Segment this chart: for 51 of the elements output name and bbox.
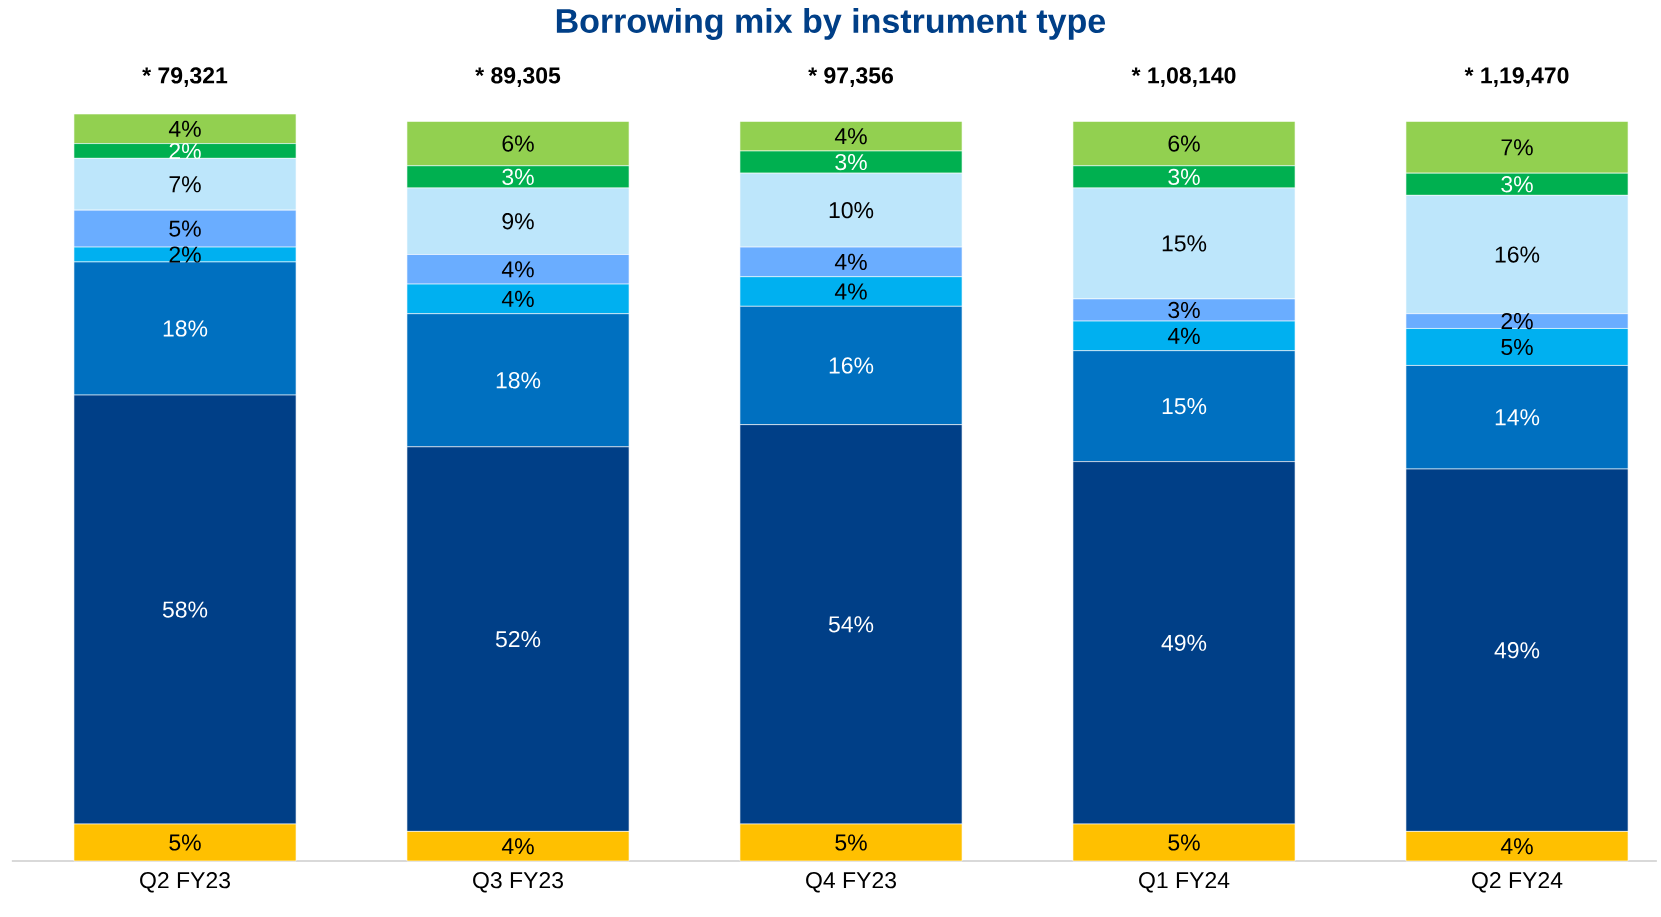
data-label: 3% (1168, 168, 1200, 185)
data-label: 4% (834, 128, 867, 145)
data-label: 2% (1501, 312, 1533, 330)
data-label: 6% (1168, 135, 1200, 152)
data-label: 4% (1500, 838, 1533, 855)
data-label: 3% (835, 153, 867, 171)
data-label: 16% (829, 357, 874, 374)
data-label: 5% (835, 834, 867, 851)
data-label: 54% (828, 616, 874, 633)
data-label: 4% (1167, 327, 1200, 344)
text: * 97,356 (808, 67, 893, 87)
data-label: 9% (502, 213, 534, 230)
data-label: 52% (495, 630, 541, 648)
data-label: 18% (496, 372, 541, 389)
data-label: 49% (1161, 634, 1207, 651)
data-label: 10% (829, 202, 874, 219)
data-label: 16% (1495, 246, 1540, 263)
data-label: 4% (501, 261, 534, 278)
data-label: 4% (501, 290, 534, 307)
x-tick-label: Q1 FY24 (1139, 872, 1230, 893)
text: * 1,08,140 (1131, 67, 1236, 87)
data-label: 2% (169, 142, 201, 160)
data-label: 58% (162, 601, 208, 618)
data-label: 2% (169, 246, 201, 263)
data-label: 4% (168, 120, 201, 137)
data-label: 4% (501, 838, 534, 855)
data-label: 5% (169, 220, 201, 237)
x-tick-label: Q3 FY23 (473, 872, 563, 893)
data-label: 3% (1168, 301, 1200, 319)
data-label: 4% (834, 283, 867, 300)
data-label: 14% (1495, 409, 1540, 426)
text: * 1,19,470 (1464, 67, 1569, 87)
data-label: 5% (169, 834, 201, 851)
x-tick-label: Q2 FY24 (1472, 872, 1563, 893)
data-label: 7% (169, 176, 201, 193)
data-label: 5% (1501, 338, 1533, 356)
data-label: 3% (1501, 176, 1533, 193)
data-label: 18% (163, 320, 208, 337)
data-label: 3% (502, 168, 534, 185)
data-label: 6% (502, 135, 534, 152)
x-tick-label: Q4 FY23 (806, 872, 896, 893)
data-label: 5% (1168, 834, 1200, 851)
text: * 89,305 (475, 67, 561, 87)
data-label: 15% (1162, 398, 1207, 415)
chart-title: Borrowing mix by instrument type (556, 8, 1106, 40)
data-label: 7% (1501, 139, 1533, 156)
data-label: 4% (834, 253, 867, 270)
data-label: 15% (1162, 235, 1207, 252)
data-label: 49% (1494, 642, 1540, 659)
x-tick-label: Q2 FY23 (140, 872, 230, 893)
text: * 79,321 (142, 67, 228, 87)
